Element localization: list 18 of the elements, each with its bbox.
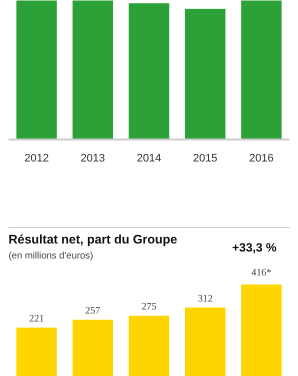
x-tick-label: 2015 [192,152,218,164]
bar [72,320,114,376]
bar [184,308,226,376]
x-tick-label: 2012 [24,152,49,164]
data-label: 257 [85,306,100,317]
data-label: 275 [142,302,156,313]
bar [16,328,57,376]
data-label: 416* [251,268,272,279]
x-tick-label: 2016 [249,152,274,164]
chart-subtitle: (en millions d'euros) [8,250,94,262]
bar [241,284,282,376]
text: +33,3 % [232,240,277,254]
chart-title: Résultat net, part du Groupe [8,232,178,246]
bar [128,316,170,376]
data-label: 312 [198,294,213,305]
data-label: 221 [29,314,44,325]
x-tick-label: 2013 [80,152,106,164]
x-tick-label: 2014 [136,152,162,164]
